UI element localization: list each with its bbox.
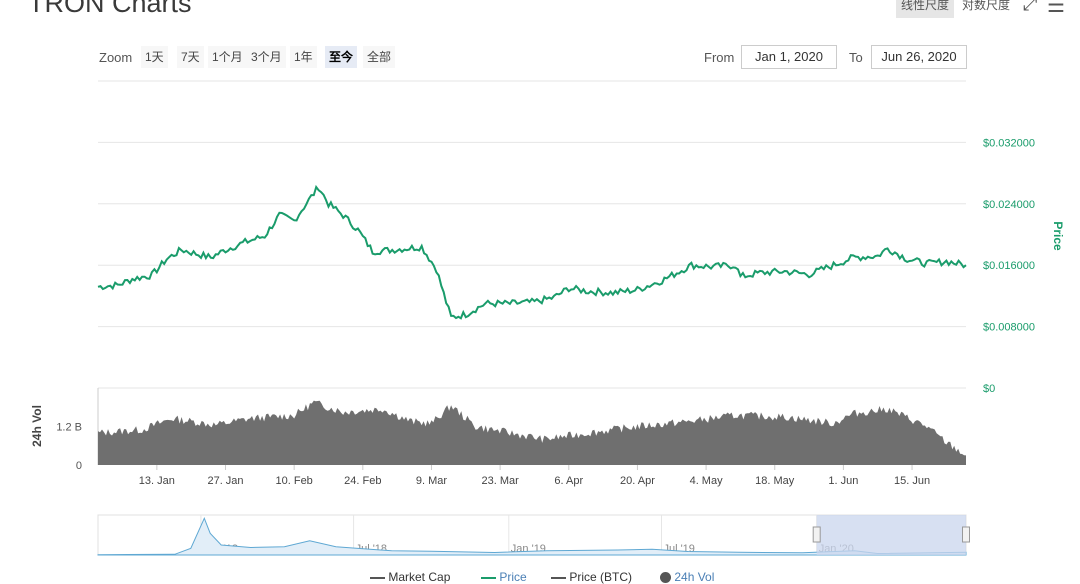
- navigator-right-handle[interactable]: [962, 526, 970, 543]
- zoom-button-3m[interactable]: 3个月: [247, 46, 286, 68]
- x-axis: 13. Jan 27. Jan 10. Feb 24. Feb 9. Mar 23. Ma…: [139, 465, 930, 487]
- zoom-button-1d[interactable]: 1天: [141, 46, 168, 68]
- x-tick-label: 9. Mar: [416, 475, 448, 487]
- to-label: To: [849, 50, 863, 65]
- volume-axis-title: 24h Vol: [30, 405, 44, 447]
- price-line: [97, 184, 967, 320]
- volume-axis: 0 1.2 B: [56, 422, 82, 473]
- price-tick-label: $0: [983, 383, 995, 395]
- legend-market-cap[interactable]: Market Cap: [370, 570, 450, 584]
- linear-scale-button[interactable]: 线性尺度: [896, 0, 955, 18]
- price-tick-label: $0.024000: [983, 199, 1035, 211]
- x-tick-label: 13. Jan: [139, 475, 175, 487]
- zoom-button-7d[interactable]: 7天: [177, 46, 204, 68]
- x-tick-label: 20. Apr: [620, 475, 655, 487]
- x-tick-label: 4. May: [690, 475, 724, 487]
- x-tick-label: 15. Jun: [894, 475, 930, 487]
- legend-price-swatch: [481, 576, 496, 579]
- legend-price-btc[interactable]: Price (BTC): [551, 570, 632, 584]
- zoom-button-1y[interactable]: 1年: [290, 46, 317, 68]
- navigator-selection[interactable]: [816, 515, 966, 555]
- x-tick-label: 27. Jan: [207, 475, 243, 487]
- legend-24h-vol-swatch: [660, 572, 671, 584]
- zoom-button-ytd[interactable]: 至今: [325, 46, 358, 68]
- zoom-label: Zoom: [99, 50, 133, 65]
- legend-price-btc-swatch: [551, 576, 566, 579]
- legend-market-cap-swatch: [370, 576, 385, 579]
- navigator-left-handle[interactable]: [812, 526, 821, 543]
- legend-price[interactable]: Price: [481, 570, 527, 584]
- legend-24h-vol[interactable]: 24h Vol: [660, 570, 714, 584]
- zoom-button-all[interactable]: 全部: [363, 46, 396, 68]
- price-axis: $0 $0.008000 $0.016000 $0.024000 $0.032000: [983, 137, 1035, 395]
- from-date-input[interactable]: Jan 1, 2020: [741, 45, 837, 69]
- expand-icon[interactable]: ⤢: [1023, 0, 1038, 14]
- x-tick-label: 6. Apr: [554, 475, 583, 487]
- legend-24h-vol-label: 24h Vol: [674, 570, 715, 584]
- x-tick-label: 10. Feb: [276, 475, 313, 487]
- price-gridlines: [98, 80, 966, 389]
- volume-tick-label: 1.2 B: [56, 422, 82, 434]
- volume-tick-label: 0: [76, 460, 82, 472]
- to-date-input[interactable]: Jun 26, 2020: [871, 45, 967, 69]
- from-label: From: [704, 50, 735, 65]
- price-tick-label: $0.016000: [983, 260, 1035, 272]
- x-tick-label: 23. Mar: [481, 475, 519, 487]
- zoom-button-1m[interactable]: 1个月: [208, 46, 247, 68]
- log-scale-button[interactable]: 对数尺度: [962, 0, 1011, 12]
- x-tick-label: 1. Jun: [828, 475, 858, 487]
- price-axis-title: Price: [1051, 221, 1065, 251]
- volume-area: [98, 400, 966, 465]
- legend-price-btc-label: Price (BTC): [569, 570, 633, 584]
- price-tick-label: $0.032000: [983, 137, 1035, 149]
- x-tick-label: 24. Feb: [344, 475, 381, 487]
- hamburger-menu-icon[interactable]: ☰: [1047, 0, 1065, 17]
- price-tick-label: $0.008000: [983, 322, 1035, 334]
- legend-price-label: Price: [499, 570, 527, 584]
- legend-market-cap-label: Market Cap: [388, 570, 451, 584]
- x-tick-label: 18. May: [755, 475, 795, 487]
- page-title: TRON Charts: [28, 0, 192, 18]
